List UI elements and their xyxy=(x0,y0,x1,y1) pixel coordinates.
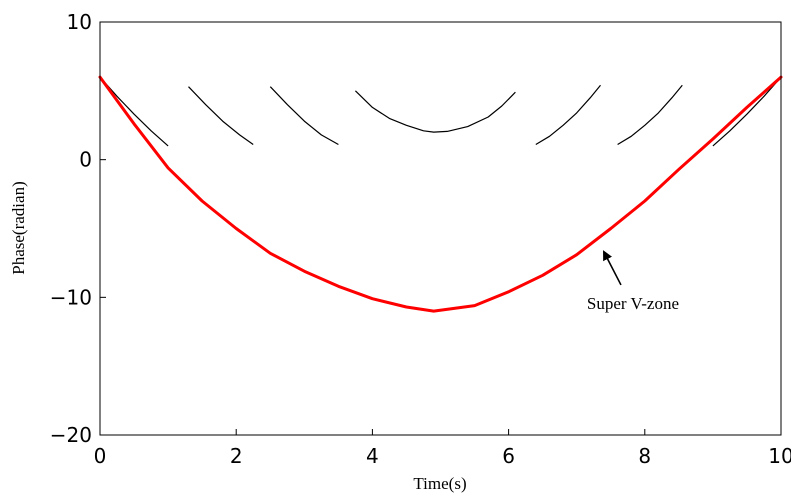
x-tick-label: 10 xyxy=(768,444,791,468)
wrapped-phase-segment-4 xyxy=(354,90,516,133)
y-tick-label: 10 xyxy=(67,10,92,34)
y-tick-label: −10 xyxy=(50,285,92,309)
x-tick-label: 6 xyxy=(502,444,515,468)
annotation-text: Super V-zone xyxy=(587,294,679,313)
y-tick-label: 0 xyxy=(79,148,92,172)
y-tick-label: −20 xyxy=(50,423,92,447)
x-tick-label: 2 xyxy=(230,444,243,468)
ticks-layer: 0 2 4 6 8 10 10 0 −10 −20 xyxy=(50,10,791,468)
unwrapped-phase-line xyxy=(98,75,783,313)
wrapped-phase-segment-1 xyxy=(99,76,169,147)
wrapped-phase-segment-3 xyxy=(269,86,339,146)
x-axis-label: Time(s) xyxy=(413,474,466,493)
series-layer xyxy=(98,75,783,313)
wrapped-phase-segment-7 xyxy=(712,76,782,147)
x-tick-label: 0 xyxy=(94,444,107,468)
wrapped-phase-segment-2 xyxy=(188,86,254,145)
plot-frame xyxy=(99,21,782,436)
wrapped-phase-segment-5 xyxy=(535,84,601,146)
wrapped-phase-segment-6 xyxy=(617,84,683,146)
x-tick-label: 4 xyxy=(366,444,379,468)
annotation-arrow xyxy=(603,250,622,286)
annotation-layer: Super V-zone xyxy=(587,250,679,313)
y-axis-label: Phase(radian) xyxy=(9,181,28,274)
x-tick-label: 8 xyxy=(638,444,651,468)
